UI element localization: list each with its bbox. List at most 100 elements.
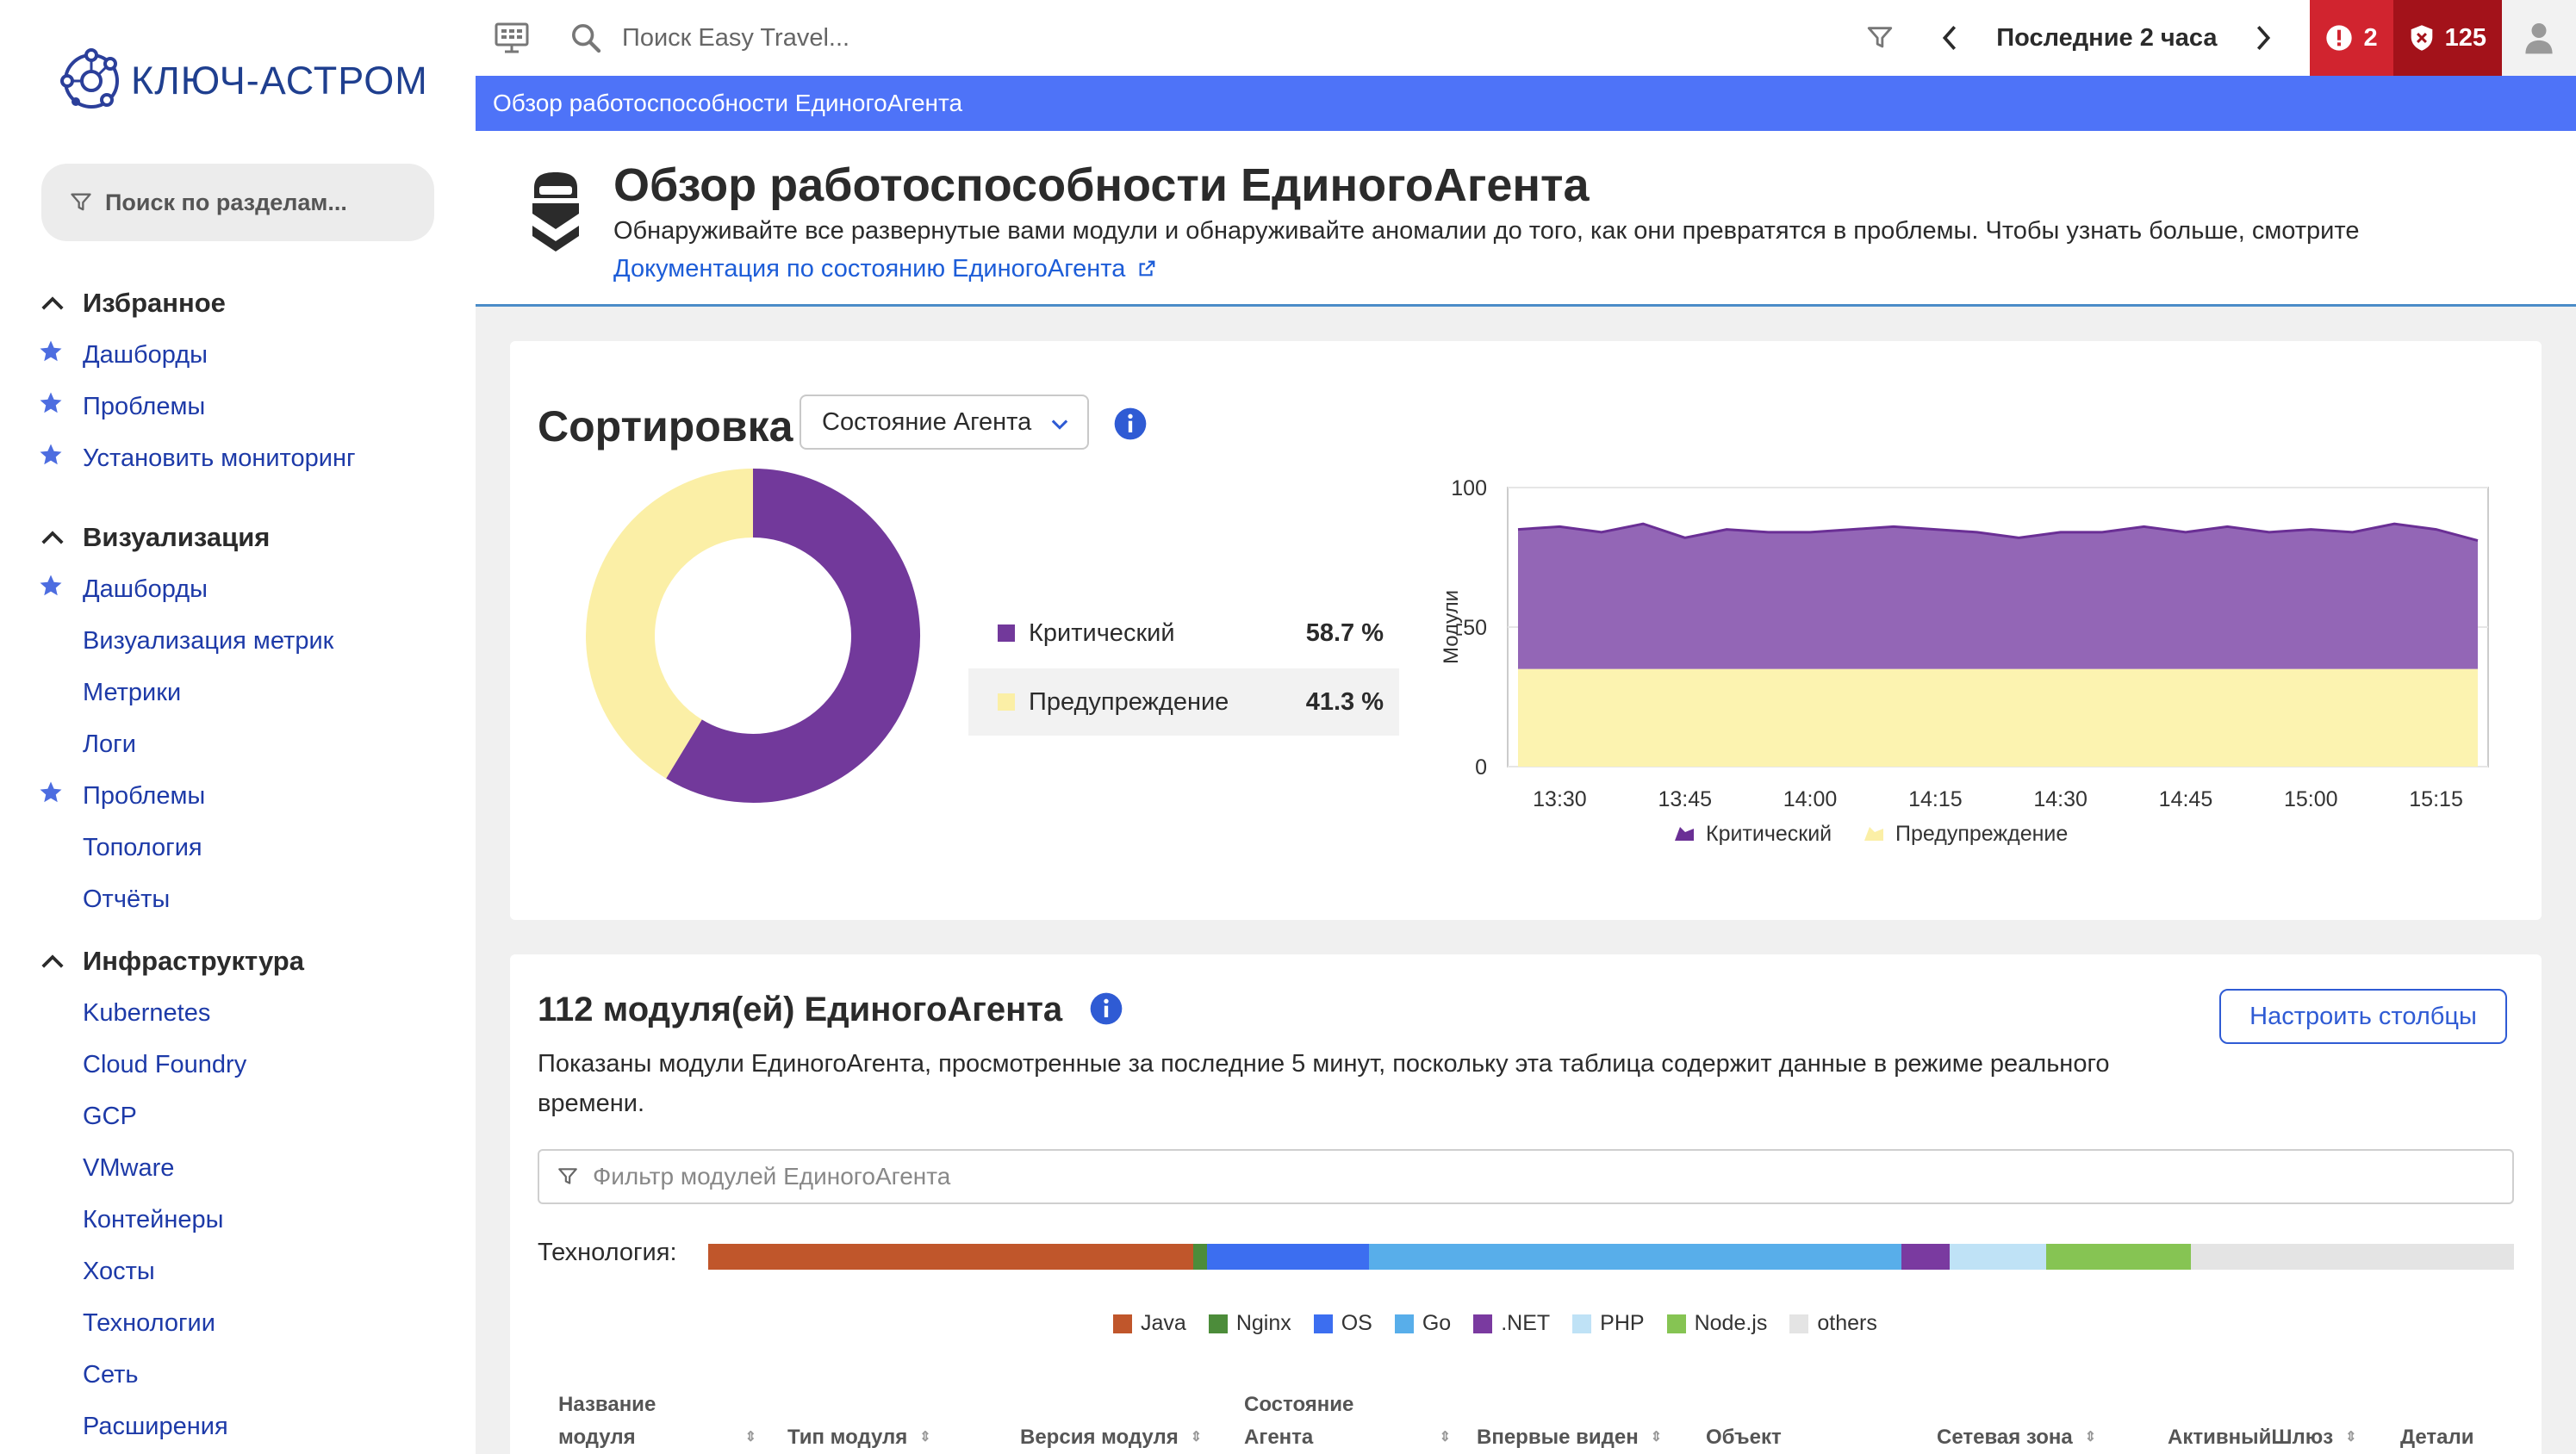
technology-segment[interactable] [1192, 1244, 1207, 1270]
modules-title: 112 модуля(ей) ЕдиногоАгента [538, 991, 1123, 1029]
legend-item-warning[interactable]: Предупреждение 41.3 % [968, 668, 1399, 736]
sidebar-item[interactable]: Сеть [0, 1349, 476, 1401]
column-header[interactable]: АктивныйШлюз ⇕ [2168, 1371, 2366, 1454]
technology-legend-item[interactable]: Nginx [1208, 1311, 1291, 1336]
technology-legend-item[interactable]: .NET [1473, 1311, 1550, 1336]
column-header[interactable]: Сетевая зона ⇕ [1937, 1371, 2135, 1454]
filter-icon [71, 193, 91, 211]
sidebar-item[interactable]: Установить мониторинг [0, 432, 476, 484]
shield-icon [2411, 25, 2432, 51]
legend-swatch [1572, 1314, 1592, 1333]
technology-legend-item[interactable]: Go [1394, 1311, 1451, 1336]
logo[interactable]: КЛЮЧ-АСТРОМ [57, 47, 428, 115]
monitor-icon[interactable] [493, 21, 531, 55]
sort-by-select[interactable]: Состояние Агента [800, 395, 1089, 450]
technology-legend-item[interactable]: OS [1313, 1311, 1372, 1336]
legend-swatch [1313, 1314, 1333, 1333]
column-header[interactable]: Состояние Агента ⇕ [1244, 1371, 1451, 1454]
column-header[interactable]: Объект [1706, 1371, 1904, 1454]
sorting-card: Сортировка Состояние Агента Критический … [510, 341, 2542, 920]
sidebar-item[interactable]: Дашборды [0, 329, 476, 381]
nav-group-header[interactable]: Избранное [0, 277, 476, 329]
chevron-left-icon[interactable] [1938, 23, 1962, 53]
modules-filter-input[interactable]: Фильтр модулей ЕдиногоАгента [538, 1149, 2514, 1204]
search-icon[interactable] [569, 21, 603, 55]
breadcrumb-item[interactable]: Обзор работоспособности ЕдиногоАгента [493, 90, 963, 116]
sidebar-item[interactable]: Kubernetes [0, 987, 476, 1039]
technology-segment[interactable] [2046, 1244, 2191, 1270]
nav-group: Визуализация Дашборды Визуализация метрик М… [0, 512, 476, 925]
documentation-link[interactable]: Документация по состоянию ЕдиногоАгента [613, 255, 1156, 283]
global-search-input[interactable]: Поиск Easy Travel... [622, 23, 850, 52]
nav-group-header[interactable]: Визуализация [0, 512, 476, 563]
sidebar-item[interactable]: Топология [0, 822, 476, 873]
y-tick-label: 50 [1463, 616, 1487, 640]
sidebar-item[interactable]: Логи [0, 718, 476, 770]
legend-swatch [1473, 1314, 1493, 1333]
sidebar-item[interactable]: Визуализация метрик [0, 615, 476, 667]
technology-legend-item[interactable]: Node.js [1666, 1311, 1767, 1336]
column-header[interactable]: Детали [2400, 1371, 2504, 1454]
info-icon[interactable] [1089, 991, 1123, 1026]
nav-group-title: Визуализация [83, 522, 271, 552]
sidebar-item[interactable]: VMware [0, 1142, 476, 1194]
sidebar-item[interactable]: Хосты [0, 1246, 476, 1297]
sidebar-item[interactable]: Расширения [0, 1401, 476, 1452]
timeframe-selector[interactable]: Последние 2 часа [1996, 23, 2218, 52]
sidebar-item[interactable]: Проблемы [0, 770, 476, 822]
sorting-title: Сортировка [538, 402, 793, 450]
column-header[interactable]: Тип модуля ⇕ [787, 1371, 986, 1454]
column-header[interactable]: Версия модуля ⇕ [1020, 1371, 1218, 1454]
chart-legend-item[interactable]: Предупреждение [1864, 822, 2068, 846]
technology-segment[interactable] [1950, 1244, 2047, 1270]
area-series-warning[interactable] [1518, 668, 2478, 767]
modules-filter-placeholder: Фильтр модулей ЕдиногоАгента [593, 1163, 951, 1190]
sidebar-item-label: Метрики [83, 678, 182, 706]
chart-legend-item[interactable]: Критический [1675, 822, 1832, 846]
filter-icon[interactable] [1865, 23, 1895, 53]
column-header[interactable]: Название модуля ⇕ [558, 1371, 756, 1454]
modules-title-text: 112 модуля(ей) ЕдиногоАгента [538, 991, 1063, 1028]
technology-segment[interactable] [1901, 1244, 1951, 1270]
star-icon [0, 573, 83, 606]
technology-legend-item[interactable]: Java [1113, 1311, 1186, 1336]
sidebar-item[interactable]: Технологии [0, 1297, 476, 1349]
technology-segment[interactable] [1368, 1244, 1902, 1270]
problems-badge[interactable]: 2 [2310, 0, 2393, 76]
sidebar-item-label: Cloud Foundry [83, 1050, 247, 1078]
nav-group-header[interactable]: Инфраструктура [0, 935, 476, 987]
technology-segment[interactable] [708, 1244, 1193, 1270]
donut-slice-critical[interactable] [666, 469, 920, 803]
column-header[interactable]: Впервые виден ⇕ [1477, 1371, 1675, 1454]
sidebar-item[interactable]: Проблемы [0, 381, 476, 432]
legend-item-critical[interactable]: Критический 58.7 % [968, 600, 1399, 667]
sidebar-search-input[interactable]: Поиск по разделам... [41, 164, 434, 241]
chevron-right-icon[interactable] [2251, 23, 2275, 53]
sidebar-item[interactable]: Отчёты [0, 873, 476, 925]
sidebar-item[interactable]: Контейнеры [0, 1194, 476, 1246]
donut-slice-warning[interactable] [586, 469, 754, 779]
sidebar-item-label: Контейнеры [83, 1205, 224, 1233]
sort-by-value: Состояние Агента [822, 407, 1032, 436]
configure-columns-button[interactable]: Настроить столбцы [2219, 989, 2507, 1044]
y-tick-label: 0 [1475, 755, 1487, 780]
technology-segment[interactable] [2190, 1244, 2514, 1270]
security-badge[interactable]: 125 [2392, 0, 2502, 76]
technology-legend-label: others [1817, 1311, 1877, 1335]
area-series-critical[interactable] [1518, 524, 2478, 669]
technology-legend-label: PHP [1600, 1311, 1645, 1335]
info-icon[interactable] [1113, 407, 1148, 441]
sidebar-item-label: Топология [83, 833, 202, 861]
sidebar-item[interactable]: GCP [0, 1090, 476, 1142]
technology-legend-item[interactable]: PHP [1572, 1311, 1645, 1336]
sidebar-item[interactable]: Cloud Foundry [0, 1039, 476, 1090]
sidebar-item[interactable]: Дашборды [0, 563, 476, 615]
sidebar-item-label: Хосты [83, 1257, 155, 1285]
technology-legend-item[interactable]: others [1789, 1311, 1877, 1336]
technology-segment[interactable] [1206, 1244, 1369, 1270]
sidebar-item[interactable]: Метрики [0, 667, 476, 718]
column-header-label: Версия модуля [1020, 1426, 1179, 1449]
user-menu[interactable] [2502, 0, 2576, 76]
sort-icon: ⇕ [919, 1430, 931, 1445]
legend-swatch [1675, 827, 1694, 841]
